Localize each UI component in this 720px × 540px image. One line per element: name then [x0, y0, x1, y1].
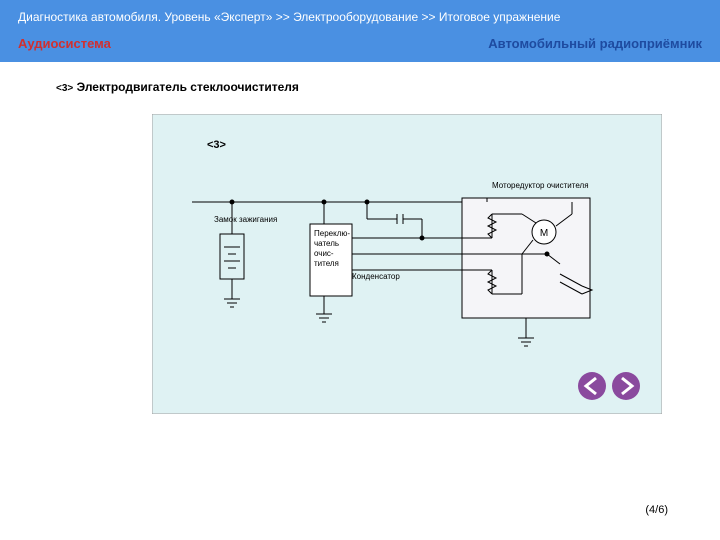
- header-bar: Диагностика автомобиля. Уровень «Эксперт…: [0, 0, 720, 62]
- motor-letter: M: [540, 228, 548, 239]
- circuit-diagram: <3> Замок зажигания Конденсатор Мотореду…: [152, 114, 662, 414]
- subtitle-text: Электродвигатель стеклоочистителя: [77, 80, 299, 94]
- next-button[interactable]: [612, 372, 640, 400]
- label-ignition: Замок зажигания: [214, 215, 277, 224]
- label-motor: Моторедуктор очистителя: [492, 181, 589, 190]
- label-switch-l3: очис-: [314, 249, 334, 258]
- label-switch-l1: Переклю-: [314, 229, 350, 238]
- label-switch-l2: чатель: [314, 239, 339, 248]
- right-title: Автомобильный радиоприёмник: [488, 36, 702, 51]
- breadcrumb: Диагностика автомобиля. Уровень «Эксперт…: [18, 10, 560, 24]
- label-capacitor: Конденсатор: [352, 272, 400, 281]
- prev-button[interactable]: [578, 372, 606, 400]
- section-subtitle: <3> Электродвигатель стеклоочистителя: [56, 80, 299, 94]
- subtitle-marker: <3>: [56, 83, 73, 94]
- pagination: (4/6): [645, 504, 668, 516]
- left-title: Аудиосистема: [18, 36, 111, 51]
- diagram-marker: <3>: [207, 139, 226, 151]
- label-switch-l4: тителя: [314, 259, 339, 268]
